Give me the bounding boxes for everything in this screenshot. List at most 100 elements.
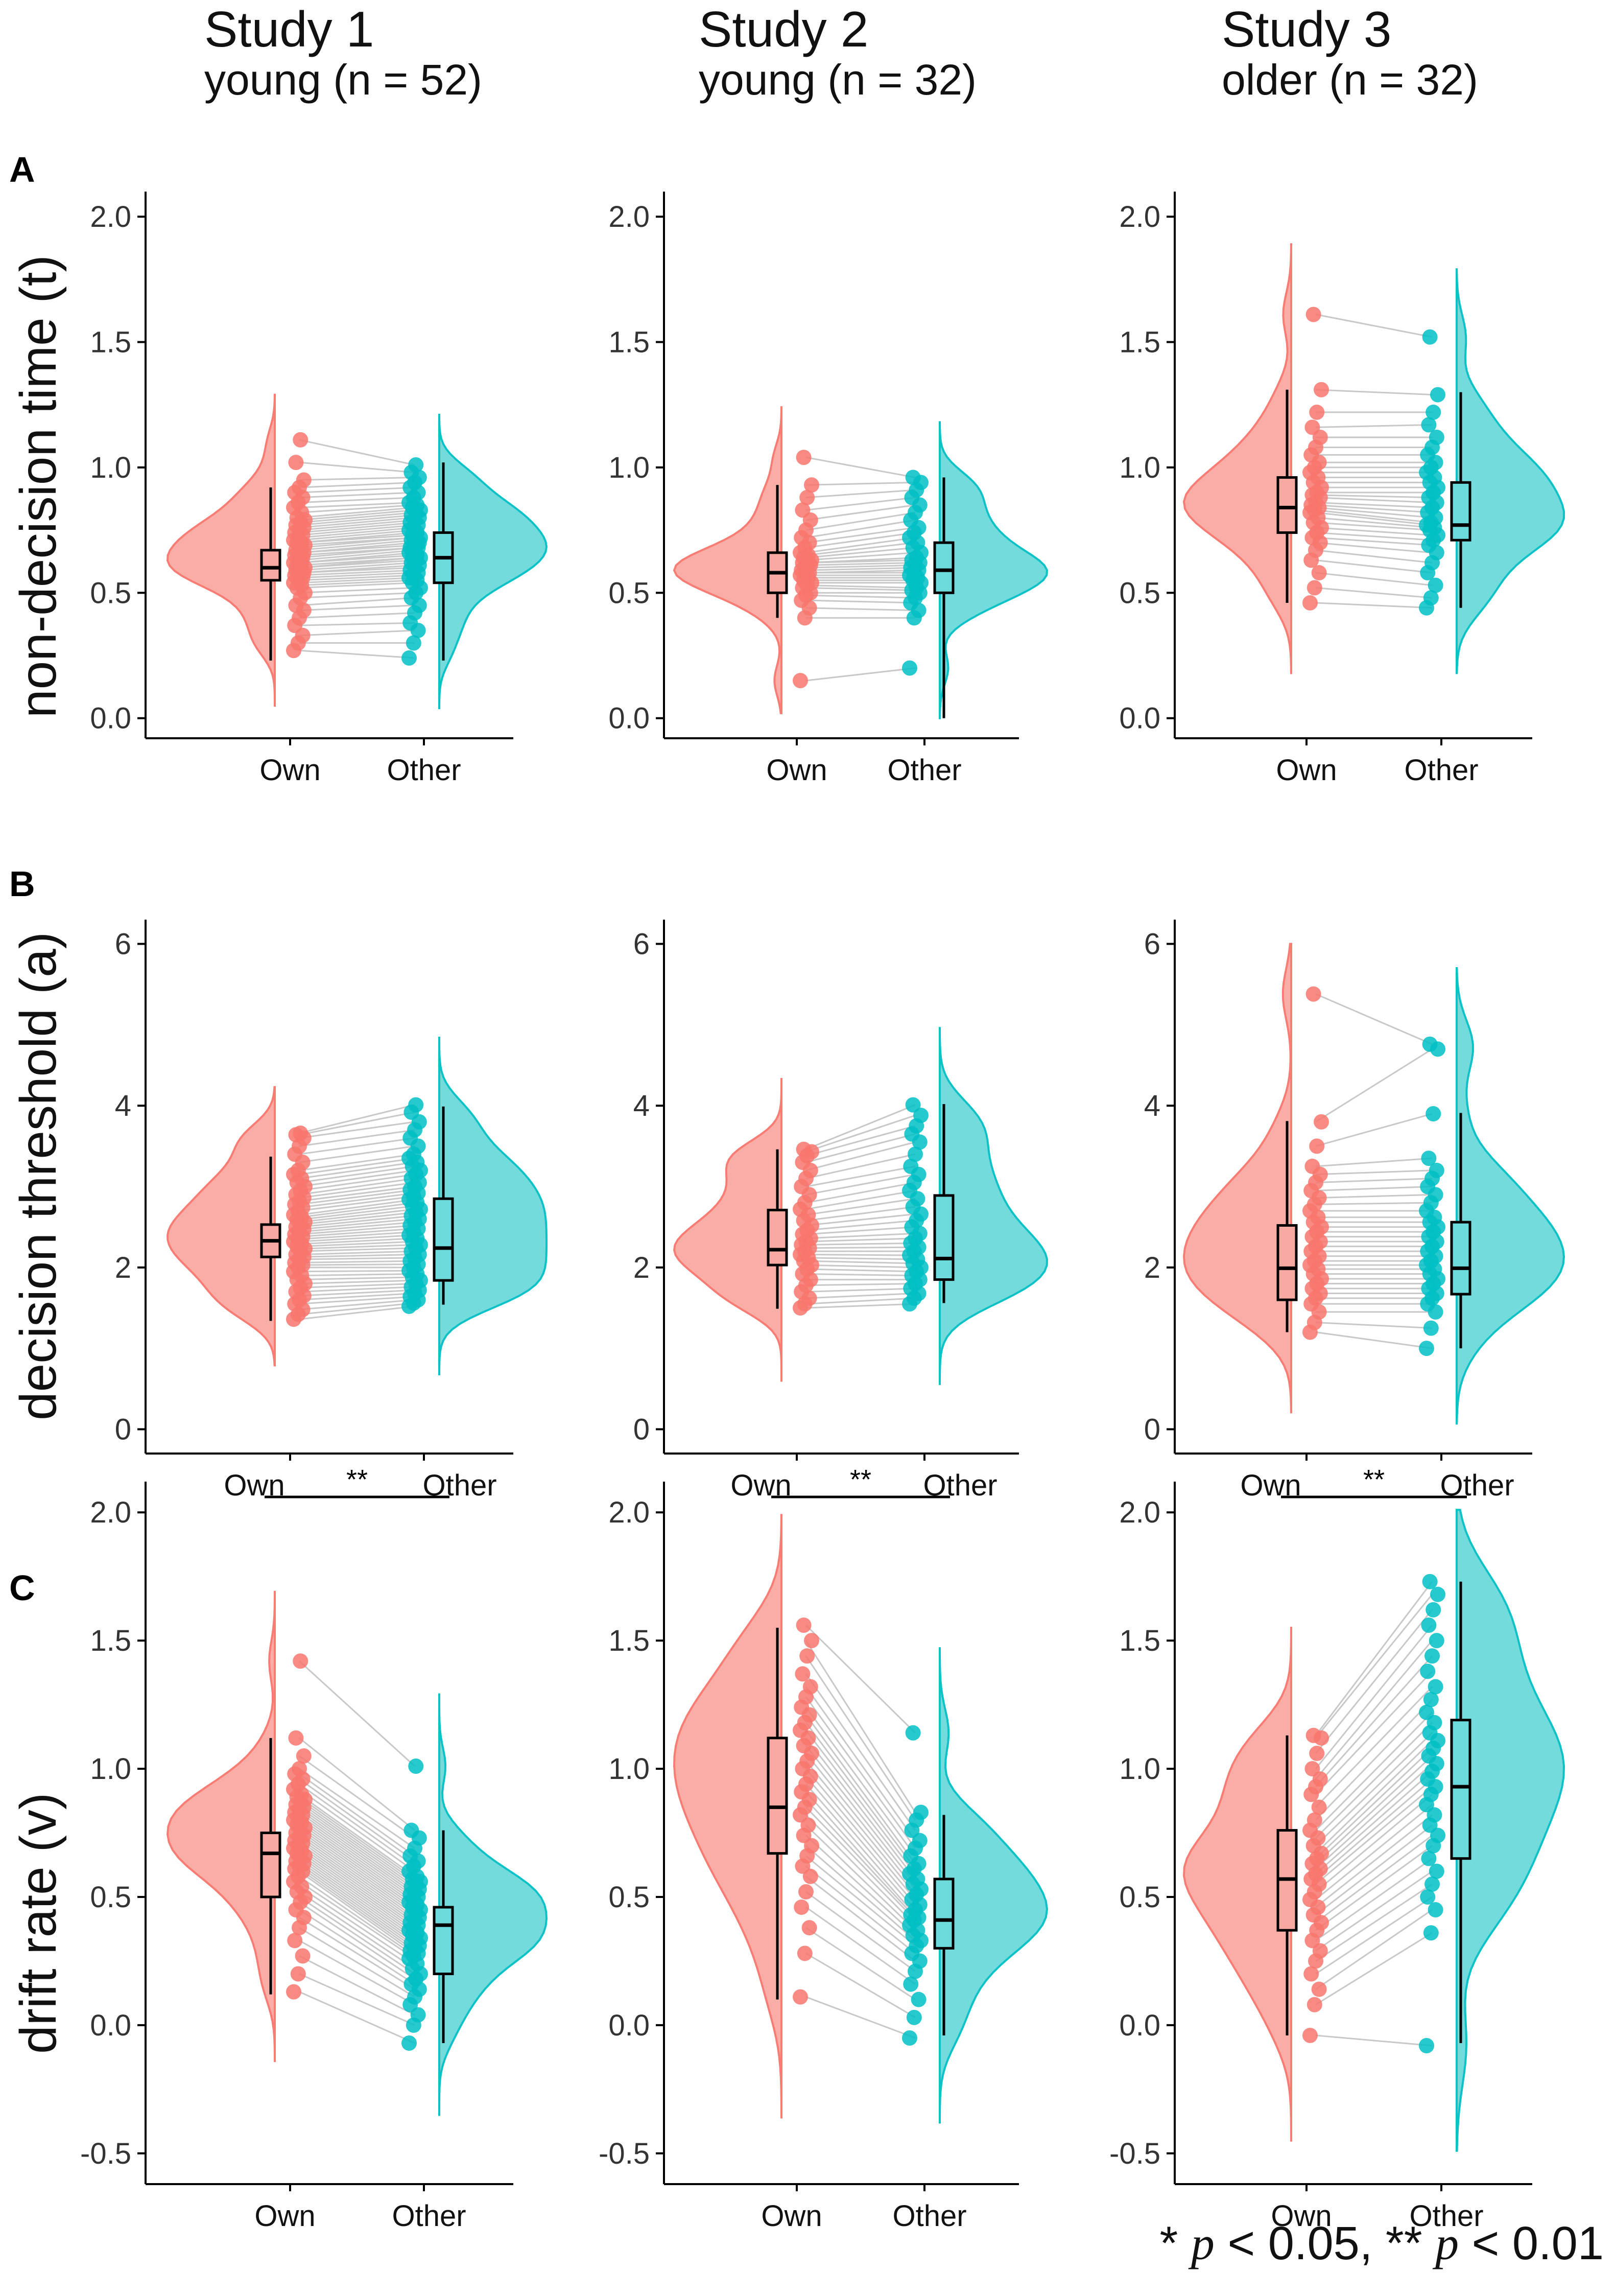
other-box	[1450, 1719, 1471, 1860]
pair-line	[299, 1896, 415, 1975]
pair-line	[299, 1145, 415, 1163]
pair-line	[299, 1270, 415, 1273]
pair-line	[805, 607, 916, 612]
pair-line	[805, 1246, 916, 1249]
pair-line	[805, 1232, 916, 1239]
pair-line	[1315, 522, 1433, 531]
pair-line	[299, 1814, 415, 1898]
y-tick-label: 2	[115, 1251, 131, 1284]
pair-line	[805, 1293, 916, 1299]
own-data-point	[795, 502, 811, 518]
own-data-point	[798, 1884, 814, 1900]
own-data-point	[799, 489, 815, 505]
pair-line	[805, 504, 916, 521]
y-tick-label: 0.0	[1119, 2009, 1160, 2042]
own-data-point	[793, 673, 808, 689]
pair-line	[805, 1996, 916, 2039]
pair-line	[805, 1260, 916, 1264]
pair-line	[299, 1858, 415, 1941]
y-tick-label: -0.5	[599, 2137, 650, 2170]
pair-line	[299, 1812, 415, 1895]
y-tick-label: 2.0	[1119, 1496, 1160, 1529]
pair-line	[299, 1289, 415, 1297]
row-label-c: C	[9, 1568, 35, 1608]
own-data-point	[804, 1633, 819, 1649]
footnote-star-1: *	[1159, 2217, 1178, 2269]
pair-line	[805, 1242, 916, 1246]
pair-line	[1315, 494, 1433, 499]
pair-line	[805, 1696, 916, 1849]
own-data-point	[1305, 307, 1321, 322]
pair-line	[805, 1655, 916, 1821]
other-data-point	[903, 1158, 919, 1174]
own-data-point	[1307, 1812, 1322, 1828]
pair-line	[299, 527, 415, 538]
other-box	[433, 1906, 454, 1976]
pair-line	[805, 1220, 916, 1231]
own-data-point	[296, 472, 312, 488]
pair-line	[299, 1257, 415, 1260]
pair-line	[1315, 511, 1433, 526]
other-data-point	[1429, 1863, 1444, 1879]
study-2-title: Study 2	[699, 1, 869, 57]
own-data-point	[290, 1966, 306, 1982]
pair-line	[805, 1876, 916, 1962]
pair-line	[805, 1799, 916, 1918]
x-tick-label-own: Own	[1271, 2199, 1332, 2233]
pair-line	[1315, 1186, 1433, 1191]
other-data-point	[1430, 387, 1445, 403]
pair-line	[299, 1822, 415, 1906]
pair-line	[805, 1824, 916, 1931]
pair-line	[299, 1302, 415, 1316]
pair-line	[299, 1192, 415, 1209]
own-data-point	[1307, 580, 1322, 596]
pair-line	[299, 1817, 415, 1901]
pair-line	[805, 1182, 916, 1204]
other-data-point	[1428, 577, 1443, 593]
pair-line	[1315, 1845, 1433, 1931]
other-violin	[1456, 268, 1565, 674]
own-data-point	[1305, 1727, 1321, 1743]
pair-line	[805, 527, 916, 544]
y-tick-label: 2.0	[608, 1496, 650, 1529]
pair-line	[299, 486, 415, 494]
pair-line	[805, 1706, 916, 1857]
pair-line	[299, 1161, 415, 1180]
y-tick-label: 2.0	[1119, 200, 1160, 233]
y-tick-label: 0.5	[90, 576, 131, 610]
own-violin	[166, 1086, 276, 1367]
pair-line	[299, 1973, 415, 2026]
own-data-point	[1304, 1158, 1320, 1174]
other-data-point	[1420, 1889, 1436, 1905]
pair-line	[299, 1909, 415, 1985]
pair-line	[805, 1776, 916, 1905]
pair-line	[299, 1263, 415, 1266]
pair-line	[299, 1868, 415, 1952]
pair-line	[805, 1257, 916, 1260]
other-data-point	[403, 1822, 419, 1838]
pair-line	[805, 1254, 916, 1256]
pair-line	[299, 504, 415, 513]
other-box	[1450, 481, 1471, 542]
own-data-point	[292, 1761, 307, 1777]
own-violin	[166, 393, 276, 707]
footnote-star-2: **	[1385, 2217, 1422, 2269]
pair-line	[805, 1814, 916, 1926]
pair-line	[805, 1729, 916, 1875]
other-data-point	[1424, 1876, 1440, 1892]
pair-line	[299, 1916, 415, 1990]
y-tick-label: 1.0	[1119, 451, 1160, 484]
pair-line	[299, 1804, 415, 1888]
pair-line	[1315, 1786, 1433, 1885]
pair-line	[299, 522, 415, 534]
pair-line	[299, 1773, 415, 1857]
other-data-point	[1419, 2038, 1434, 2054]
pair-line	[298, 1660, 416, 1767]
y-tick-label: 0.0	[608, 702, 650, 735]
study-2-header: Study 2 young (n = 32)	[699, 4, 1158, 101]
pair-line	[299, 461, 415, 474]
other-data-point	[1423, 1692, 1439, 1707]
pair-line	[1315, 1883, 1433, 1962]
pair-line	[805, 1835, 916, 1936]
pair-line	[805, 1737, 916, 1880]
